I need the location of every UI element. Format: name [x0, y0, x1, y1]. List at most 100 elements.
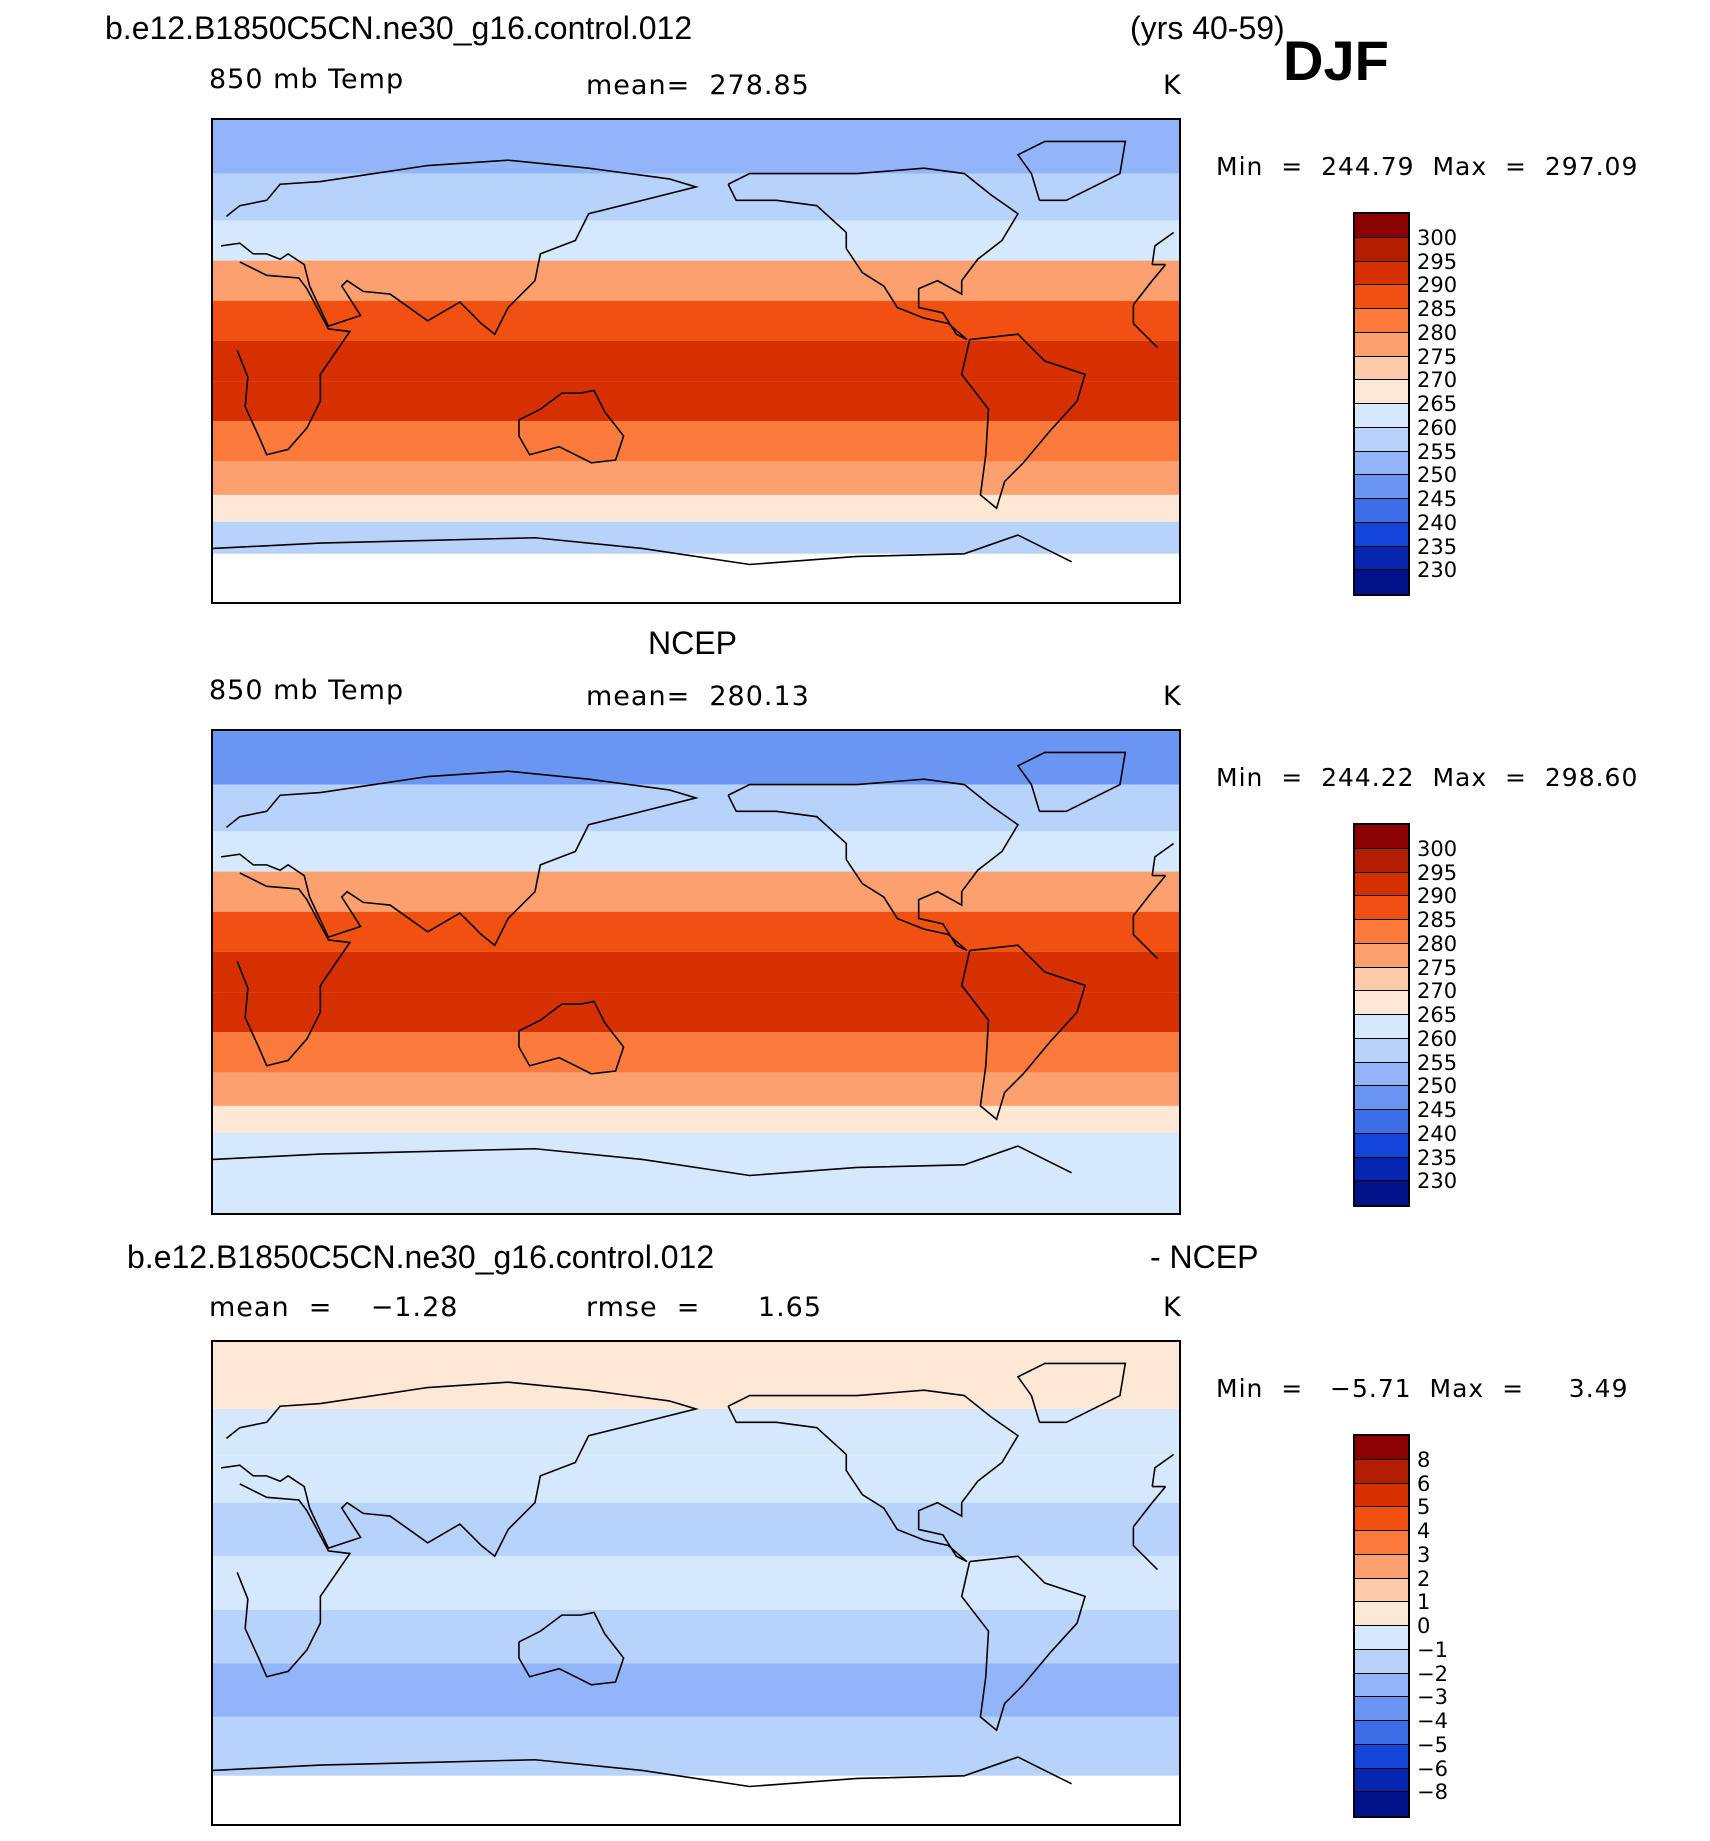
- coastline: [1016, 140, 1127, 202]
- colorbar-tick-label: 265: [1417, 1003, 1458, 1027]
- colorbar-tick-label: 255: [1417, 1050, 1458, 1075]
- panel3-title: b.e12.B1850C5CN.ne30_g16.control.012: [127, 1239, 715, 1275]
- coastline: [1016, 1362, 1127, 1424]
- colorbar-box: [1355, 237, 1408, 262]
- colorbar-tick-label: 250: [1417, 1074, 1458, 1099]
- colorbar-box: [1355, 1483, 1408, 1508]
- colorbar-tick-label: 255: [1417, 439, 1458, 464]
- colorbar-box: [1355, 1578, 1408, 1603]
- panel3-title-right: - NCEP: [1150, 1239, 1259, 1275]
- panel1-map: [211, 118, 1181, 604]
- colorbar-box: [1355, 1086, 1408, 1110]
- colorbar-box: [1355, 1649, 1408, 1674]
- temperature-band: [213, 220, 1179, 261]
- colorbar-tick-label: 280: [1417, 931, 1458, 956]
- colorbar-tick-label: 230: [1417, 558, 1458, 583]
- colorbar-tick-label: 245: [1417, 487, 1458, 511]
- colorbar-box: [1355, 356, 1408, 381]
- temperature-band: [213, 340, 1179, 382]
- colorbar-box: [1355, 332, 1408, 357]
- panel2-map-svg: [213, 731, 1179, 1213]
- colorbar-tick-label: −6: [1417, 1756, 1448, 1781]
- panel2-mean: mean= 280.13: [586, 681, 810, 712]
- temperature-band: [213, 1072, 1179, 1106]
- colorbar-box: [1355, 1507, 1408, 1531]
- temperature-band: [213, 1105, 1179, 1133]
- coastline: [220, 1381, 1175, 1558]
- colorbar-tick-label: −1: [1417, 1637, 1448, 1662]
- colorbar-tick-label: 290: [1417, 273, 1458, 298]
- coastline: [518, 389, 625, 464]
- colorbar-tick-label: −8: [1417, 1780, 1448, 1805]
- coastline: [236, 1483, 1167, 1678]
- temperature-band: [213, 1455, 1179, 1503]
- colorbar-tick-label: 245: [1417, 1098, 1458, 1122]
- temperature-band: [213, 521, 1179, 554]
- temperature-band: [213, 951, 1179, 993]
- colorbar-box: [1355, 1602, 1408, 1626]
- panel2-minmax: Min = 244.22 Max = 298.60: [1216, 763, 1639, 792]
- temperature-band: [213, 381, 1179, 422]
- temperature-band: [213, 871, 1179, 912]
- colorbar-tick-label: 275: [1417, 344, 1458, 369]
- masked-region: [213, 1775, 1179, 1824]
- coastline: [236, 261, 1167, 456]
- colorbar-tick-label: 8: [1417, 1447, 1431, 1472]
- colorbar-tick-label: 2: [1417, 1566, 1431, 1591]
- colorbar-tick-label: 3: [1417, 1542, 1431, 1567]
- panel3-units: K: [1163, 1292, 1182, 1323]
- coastline: [213, 1145, 1073, 1177]
- coastline: [960, 1555, 1087, 1732]
- panel3-mean: mean = −1.28: [209, 1292, 459, 1323]
- colorbar-tick-label: 300: [1417, 225, 1458, 250]
- colorbar-box: [1355, 1626, 1408, 1650]
- colorbar-box: [1355, 872, 1408, 897]
- panel3-rmse: rmse = 1.65: [586, 1292, 823, 1323]
- season-label: DJF: [1283, 29, 1389, 92]
- years-label: (yrs 40-59): [1130, 10, 1285, 46]
- panel2-title: NCEP: [648, 625, 737, 661]
- panel1-colorbar: [1353, 212, 1410, 596]
- panel1-mean: mean= 278.85: [586, 70, 810, 101]
- panel3-map: [211, 1340, 1181, 1826]
- case-title: b.e12.B1850C5CN.ne30_g16.control.012: [105, 10, 693, 46]
- coastline: [220, 770, 1175, 947]
- panel1-minmax: Min = 244.79 Max = 297.09: [1216, 152, 1639, 181]
- panel3-minmax: Min = −5.71 Max = 3.49: [1216, 1374, 1629, 1403]
- colorbar-box: [1355, 475, 1408, 499]
- temperature-band: [213, 494, 1179, 522]
- colorbar-tick-label: 285: [1417, 297, 1458, 321]
- colorbar-box: [1355, 967, 1408, 992]
- colorbar-tick-label: −5: [1417, 1732, 1448, 1757]
- temperature-band: [213, 1342, 1179, 1409]
- colorbar-box: [1355, 380, 1408, 404]
- colorbar-tick-label: 265: [1417, 392, 1458, 416]
- temperature-band: [213, 300, 1179, 341]
- temperature-band: [213, 911, 1179, 952]
- colorbar-box: [1355, 1157, 1408, 1182]
- colorbar-tick-label: 295: [1417, 860, 1458, 885]
- colorbar-box: [1355, 285, 1408, 309]
- colorbar-box: [1355, 825, 1408, 849]
- temperature-band: [213, 1716, 1179, 1776]
- colorbar-box: [1355, 309, 1408, 333]
- colorbar-tick-label: 4: [1417, 1519, 1431, 1543]
- temperature-band: [213, 1556, 1179, 1610]
- colorbar-box: [1355, 1110, 1408, 1134]
- colorbar-box: [1355, 522, 1408, 547]
- temperature-band: [213, 1502, 1179, 1557]
- colorbar-tick-label: 270: [1417, 368, 1458, 393]
- colorbar-box: [1355, 991, 1408, 1015]
- colorbar-tick-label: 280: [1417, 320, 1458, 345]
- temperature-band: [213, 173, 1179, 221]
- panel1-variable: 850 mb Temp: [209, 64, 405, 95]
- temperature-band: [213, 784, 1179, 832]
- colorbar-box: [1355, 1459, 1408, 1484]
- colorbar-tick-label: 295: [1417, 249, 1458, 274]
- temperature-band: [213, 260, 1179, 301]
- colorbar-box: [1355, 943, 1408, 968]
- colorbar-tick-label: −2: [1417, 1661, 1448, 1686]
- colorbar-box: [1355, 214, 1408, 238]
- colorbar-box: [1355, 1436, 1408, 1460]
- coastline: [727, 1389, 1020, 1563]
